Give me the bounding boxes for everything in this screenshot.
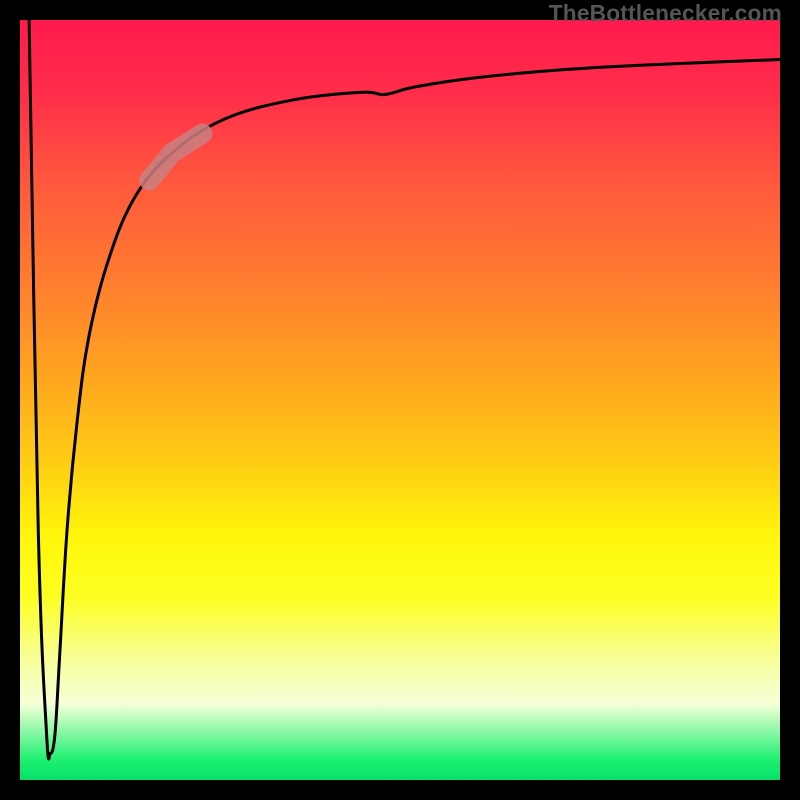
bottleneck-curve [29, 20, 780, 759]
highlight-marker [149, 133, 202, 180]
plot-area [20, 20, 780, 780]
chart-frame: TheBottlenecker.com [0, 0, 800, 800]
watermark-text: TheBottlenecker.com [549, 0, 782, 27]
chart-overlay-svg [20, 20, 780, 780]
